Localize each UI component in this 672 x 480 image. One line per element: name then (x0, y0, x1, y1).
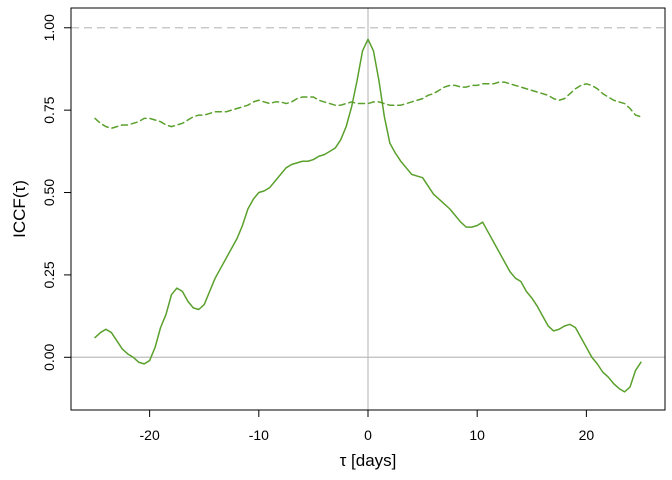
x-axis: -20 -10 0 10 20 (140, 410, 595, 443)
y-tick-label: 0.00 (41, 343, 57, 370)
x-tick-label: -10 (249, 427, 269, 443)
x-tick-label: 20 (579, 427, 595, 443)
y-tick-label: 0.50 (41, 179, 57, 206)
x-tick-label: 10 (469, 427, 485, 443)
y-tick-label: 1.00 (41, 14, 57, 41)
y-axis-title: ICCF(τ) (10, 180, 29, 238)
series-line-solid (94, 38, 642, 393)
x-tick-label: -20 (140, 427, 160, 443)
y-axis: 0.00 0.25 0.50 0.75 1.00 (41, 14, 71, 371)
series-layer (94, 38, 642, 393)
series-line-dashed (94, 81, 642, 130)
x-axis-title: τ [days] (340, 451, 397, 470)
reference-lines (71, 8, 665, 410)
x-tick-label: 0 (364, 427, 372, 443)
y-tick-label: 0.25 (41, 261, 57, 288)
y-tick-label: 0.75 (41, 96, 57, 123)
